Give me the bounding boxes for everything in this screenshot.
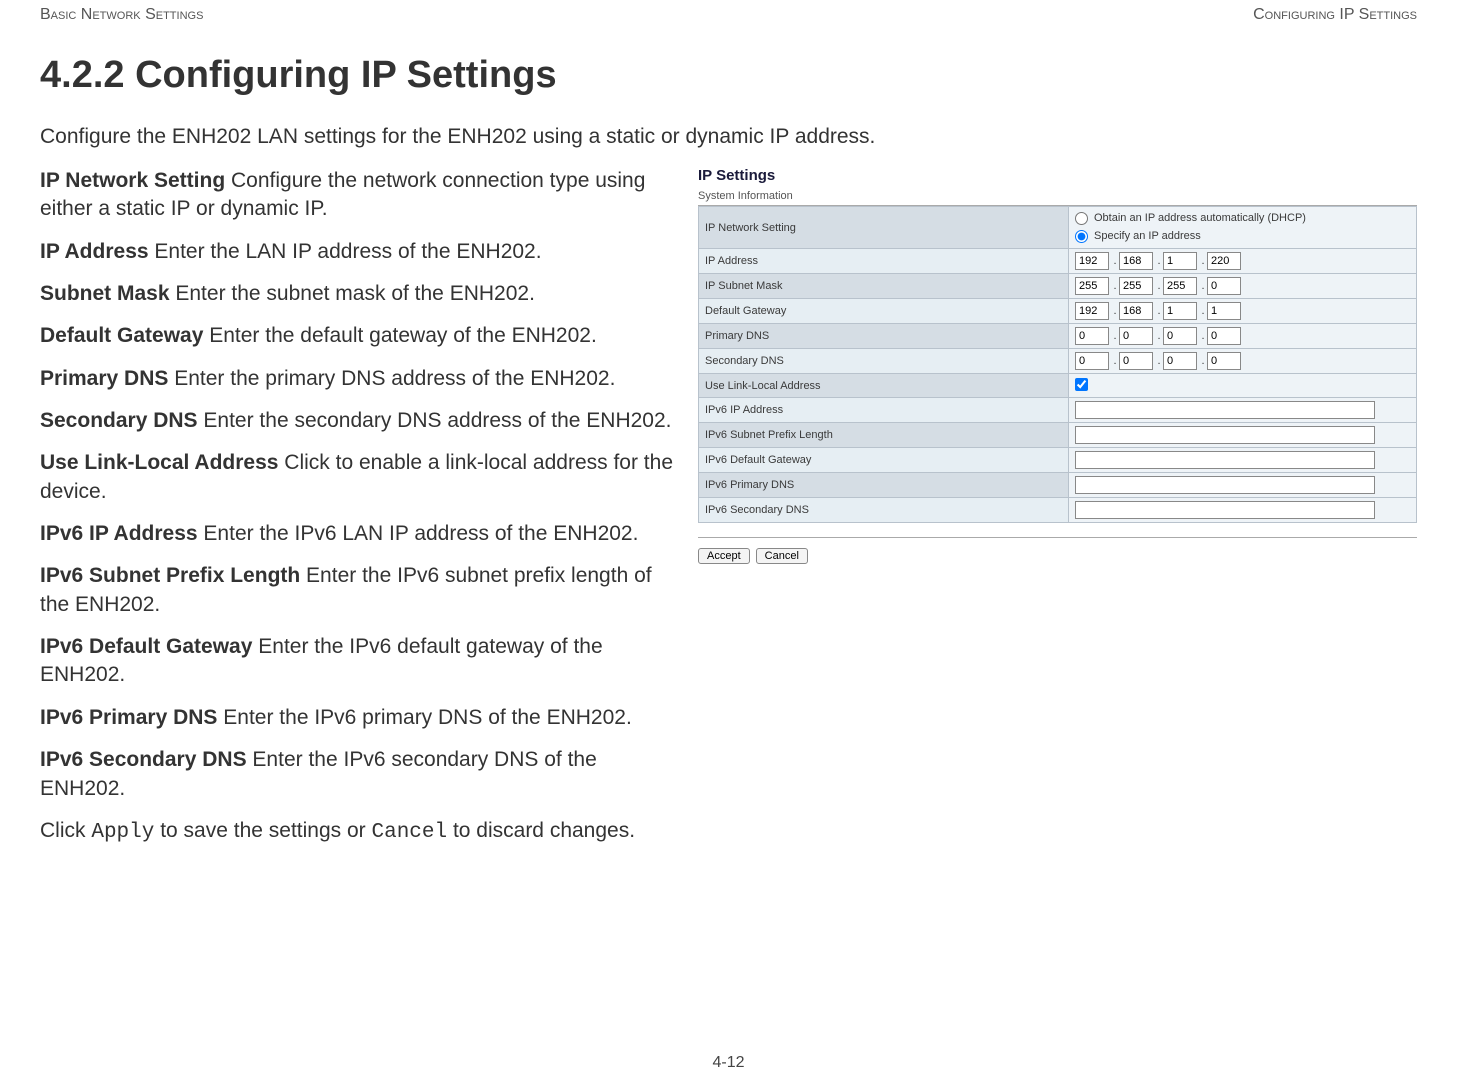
dot-separator: . xyxy=(1199,305,1207,317)
radio-dhcp-label: Obtain an IP address automatically (DHCP… xyxy=(1094,210,1306,228)
definition-item: Default Gateway Enter the default gatewa… xyxy=(40,322,680,350)
octet-input[interactable] xyxy=(1119,252,1153,270)
row-subnet-mask: IP Subnet Mask xyxy=(699,274,1069,299)
dot-separator: . xyxy=(1155,355,1163,367)
definition-item: IP Network Setting Configure the network… xyxy=(40,167,680,224)
octet-input[interactable] xyxy=(1207,252,1241,270)
radio-static[interactable] xyxy=(1075,230,1088,243)
definition-item: Primary DNS Enter the primary DNS addres… xyxy=(40,365,680,393)
dot-separator: . xyxy=(1199,255,1207,267)
ipv6-gateway-input[interactable] xyxy=(1075,451,1375,469)
row-secondary-dns: Secondary DNS xyxy=(699,349,1069,374)
row-link-local: Use Link-Local Address xyxy=(699,374,1069,398)
dot-separator: . xyxy=(1111,280,1119,292)
dot-separator: . xyxy=(1155,330,1163,342)
definitions-list: IP Network Setting Configure the network… xyxy=(40,167,680,861)
octet-input[interactable] xyxy=(1207,277,1241,295)
dot-separator: . xyxy=(1111,305,1119,317)
gateway-value: ... xyxy=(1069,299,1417,324)
octet-input[interactable] xyxy=(1163,327,1197,345)
dot-separator: . xyxy=(1199,280,1207,292)
panel-subtitle: System Information xyxy=(698,190,1417,206)
dot-separator: . xyxy=(1199,330,1207,342)
octet-input[interactable] xyxy=(1207,302,1241,320)
row-ipv6-pdns: IPv6 Primary DNS xyxy=(699,473,1069,498)
definition-item: Use Link-Local Address Click to enable a… xyxy=(40,449,680,506)
row-ipv6-prefix: IPv6 Subnet Prefix Length xyxy=(699,423,1069,448)
header-right: Configuring IP Settings xyxy=(1253,6,1417,24)
definition-item: Subnet Mask Enter the subnet mask of the… xyxy=(40,280,680,308)
octet-input[interactable] xyxy=(1207,327,1241,345)
octet-input[interactable] xyxy=(1075,302,1109,320)
octet-input[interactable] xyxy=(1075,277,1109,295)
primary-dns-value: ... xyxy=(1069,324,1417,349)
octet-input[interactable] xyxy=(1119,352,1153,370)
row-ipv6-ip: IPv6 IP Address xyxy=(699,398,1069,423)
definition-item: IPv6 IP Address Enter the IPv6 LAN IP ad… xyxy=(40,520,680,548)
dot-separator: . xyxy=(1155,280,1163,292)
page-number: 4-12 xyxy=(0,1054,1457,1072)
definition-item: IPv6 Default Gateway Enter the IPv6 defa… xyxy=(40,633,680,690)
definition-item: IPv6 Primary DNS Enter the IPv6 primary … xyxy=(40,704,680,732)
definition-item: Secondary DNS Enter the secondary DNS ad… xyxy=(40,407,680,435)
row-default-gateway: Default Gateway xyxy=(699,299,1069,324)
octet-input[interactable] xyxy=(1163,302,1197,320)
panel-title: IP Settings xyxy=(698,167,1417,184)
octet-input[interactable] xyxy=(1075,352,1109,370)
ipv6-pdns-input[interactable] xyxy=(1075,476,1375,494)
row-ip-network-setting: IP Network Setting xyxy=(699,207,1069,249)
secondary-dns-value: ... xyxy=(1069,349,1417,374)
intro-text: Configure the ENH202 LAN settings for th… xyxy=(40,125,1417,149)
octet-input[interactable] xyxy=(1075,327,1109,345)
radio-dhcp[interactable] xyxy=(1075,212,1088,225)
ipv6-ip-input[interactable] xyxy=(1075,401,1375,419)
dot-separator: . xyxy=(1111,255,1119,267)
dot-separator: . xyxy=(1111,355,1119,367)
cancel-button[interactable]: Cancel xyxy=(756,548,808,564)
definition-item: IP Address Enter the LAN IP address of t… xyxy=(40,238,680,266)
dot-separator: . xyxy=(1155,255,1163,267)
subnet-mask-value: ... xyxy=(1069,274,1417,299)
dot-separator: . xyxy=(1111,330,1119,342)
ip-settings-table: IP Network Setting Obtain an IP address … xyxy=(698,206,1417,523)
dot-separator: . xyxy=(1199,355,1207,367)
octet-input[interactable] xyxy=(1119,327,1153,345)
row-ipv6-gateway: IPv6 Default Gateway xyxy=(699,448,1069,473)
ipv6-sdns-input[interactable] xyxy=(1075,501,1375,519)
ipv6-prefix-input[interactable] xyxy=(1075,426,1375,444)
ip-address-value: ... xyxy=(1069,249,1417,274)
octet-input[interactable] xyxy=(1163,352,1197,370)
accept-button[interactable]: Accept xyxy=(698,548,750,564)
octet-input[interactable] xyxy=(1163,277,1197,295)
section-title: 4.2.2 Configuring IP Settings xyxy=(40,54,1417,97)
row-primary-dns: Primary DNS xyxy=(699,324,1069,349)
ip-settings-panel: IP Settings System Information IP Networ… xyxy=(698,167,1417,861)
closing-note: Click Apply to save the settings or Canc… xyxy=(40,817,680,847)
dot-separator: . xyxy=(1155,305,1163,317)
octet-input[interactable] xyxy=(1163,252,1197,270)
octet-input[interactable] xyxy=(1075,252,1109,270)
octet-input[interactable] xyxy=(1119,302,1153,320)
row-ip-address: IP Address xyxy=(699,249,1069,274)
definition-item: IPv6 Subnet Prefix Length Enter the IPv6… xyxy=(40,562,680,619)
octet-input[interactable] xyxy=(1119,277,1153,295)
definition-item: IPv6 Secondary DNS Enter the IPv6 second… xyxy=(40,746,680,803)
radio-static-label: Specify an IP address xyxy=(1094,228,1201,246)
octet-input[interactable] xyxy=(1207,352,1241,370)
link-local-checkbox[interactable] xyxy=(1075,378,1088,391)
header-left: Basic Network Settings xyxy=(40,6,203,24)
row-ipv6-sdns: IPv6 Secondary DNS xyxy=(699,498,1069,523)
